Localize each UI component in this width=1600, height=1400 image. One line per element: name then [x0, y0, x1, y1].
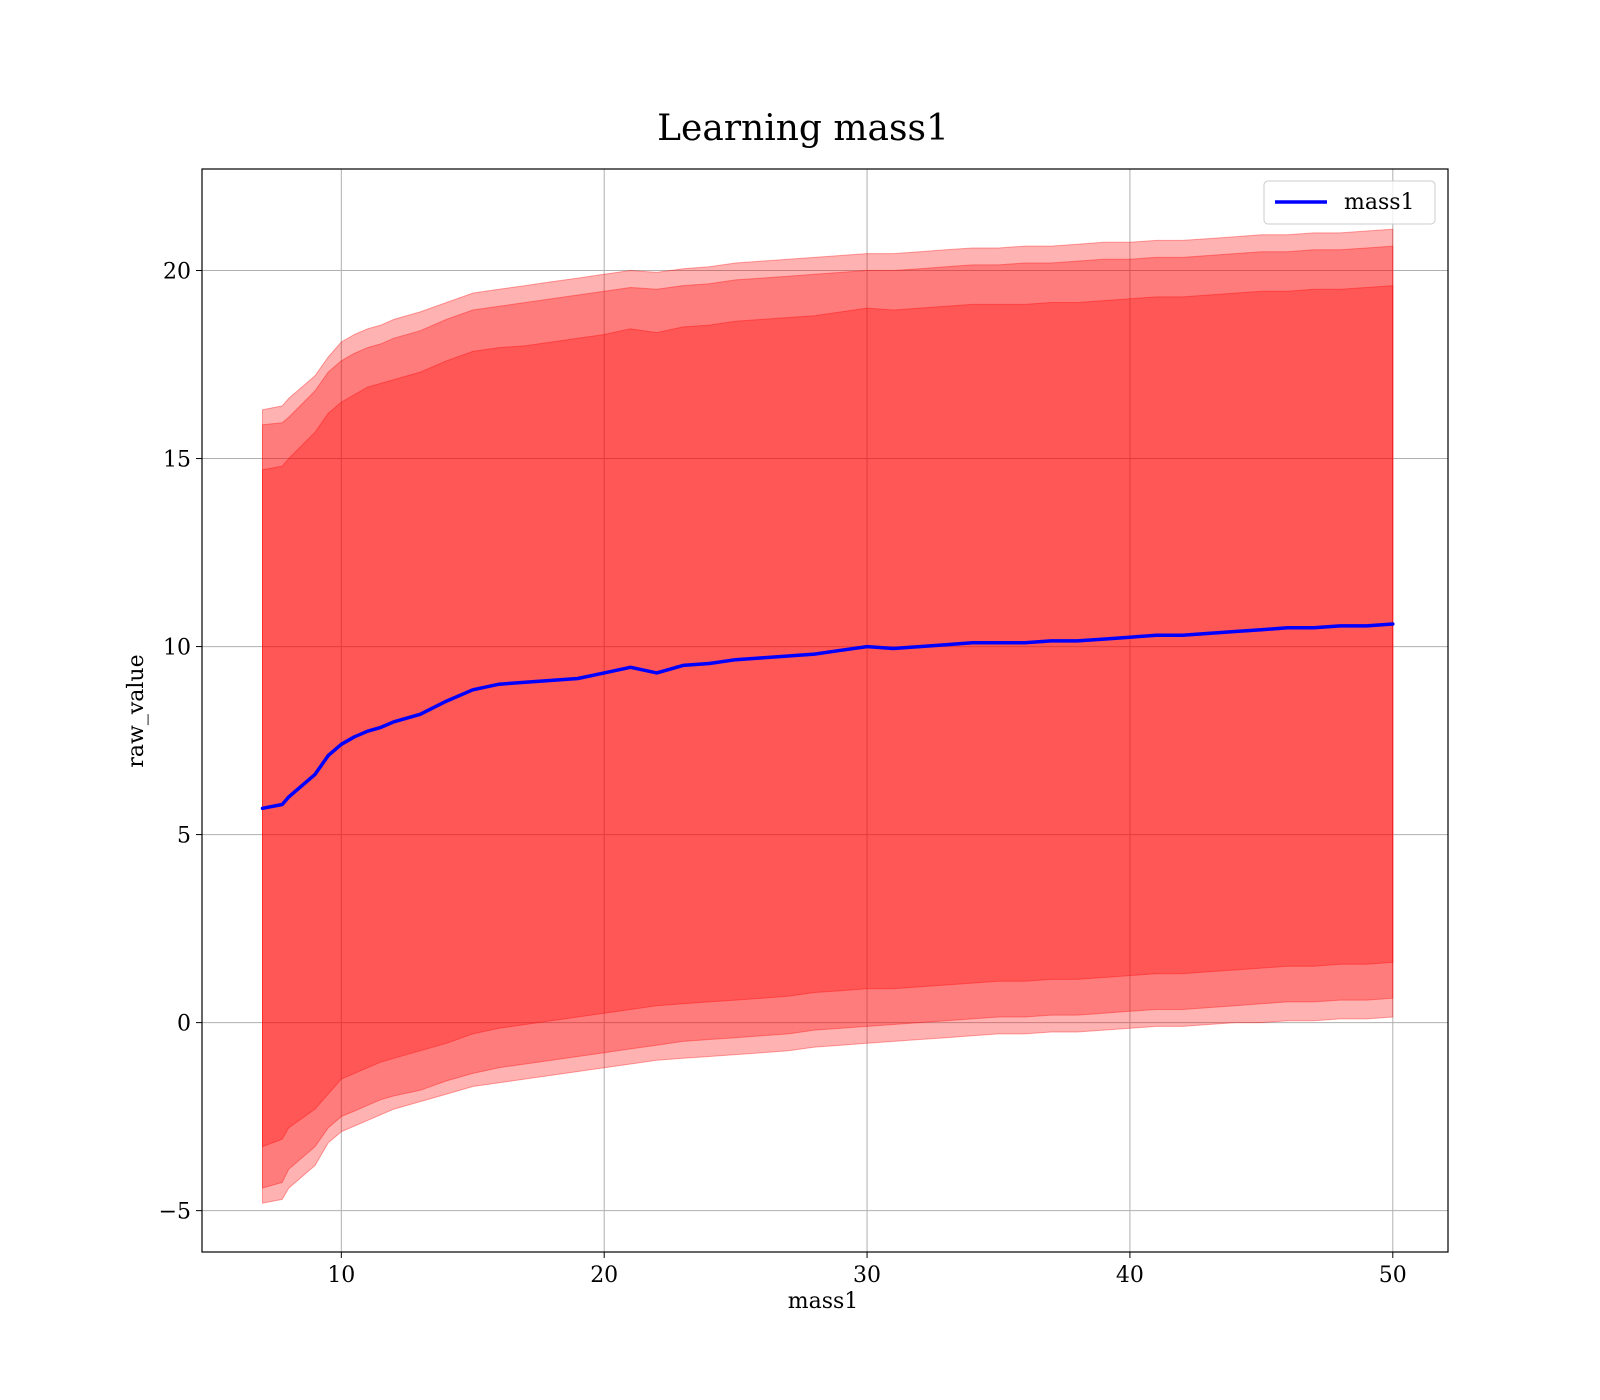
- legend-box: [1263, 180, 1436, 225]
- legend-entry-mass1: mass1: [1344, 190, 1415, 215]
- uncertainty-bands: [262, 228, 1394, 1204]
- x-tick-label: 50: [1379, 1263, 1407, 1288]
- x-tick-label: 20: [590, 1263, 618, 1288]
- y-tick-label: 10: [163, 636, 191, 661]
- y-tick-label: 20: [163, 260, 191, 285]
- chart-title: Learning mass1: [657, 108, 949, 149]
- grid: [202, 169, 1448, 1252]
- y-tick-label: −5: [159, 1200, 191, 1225]
- x-tick-label: 10: [327, 1263, 355, 1288]
- y-axis-title: raw_value: [124, 654, 149, 767]
- legend: mass1: [1263, 180, 1436, 225]
- series-line-mass1: [260, 622, 1395, 811]
- y-tick-label: 5: [177, 824, 191, 849]
- plot-frame: [201, 168, 1449, 1253]
- series-lines: [260, 622, 1395, 811]
- confidence-band-3: [262, 228, 1394, 1204]
- y-tick-label: 15: [163, 448, 191, 473]
- x-axis-title: mass1: [788, 1289, 859, 1314]
- confidence-band-2: [262, 245, 1394, 1189]
- y-tick-label: 0: [177, 1012, 191, 1037]
- x-tick-label: 30: [853, 1263, 881, 1288]
- confidence-band-1: [262, 285, 1394, 1148]
- axis-ticks: 10 20 30 40 50 −5 0 5 10 15 20: [159, 260, 1407, 1288]
- x-tick-label: 40: [1116, 1263, 1144, 1288]
